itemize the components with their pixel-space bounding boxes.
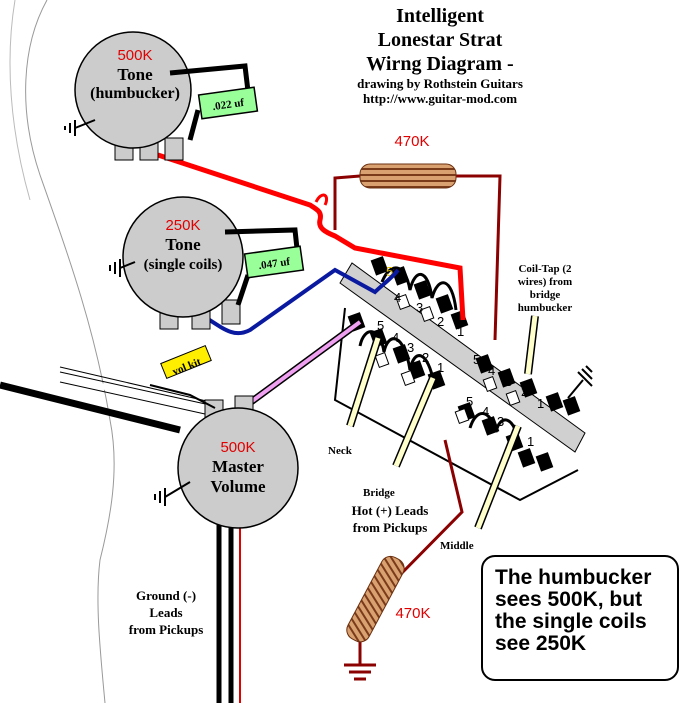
svg-text:bridge: bridge <box>530 289 561 301</box>
pink-wire <box>238 320 362 412</box>
resistor-top-label: 470K <box>394 133 429 150</box>
pickup-leads <box>346 315 539 530</box>
cap-022 <box>197 86 259 120</box>
ground-symbol-sc <box>109 259 136 277</box>
tone-humbucker-pot[interactable] <box>74 31 192 161</box>
tone-sc-sub: (single coils) <box>144 257 223 273</box>
svg-text:2: 2 <box>521 384 528 399</box>
resistor-bottom-lead-top <box>393 439 464 582</box>
ground-symbol-master <box>154 481 191 506</box>
cap-047 <box>243 245 305 279</box>
svg-text:4: 4 <box>392 330 399 345</box>
five-way-switch[interactable] <box>333 256 586 502</box>
output-ground-cable-edge <box>59 366 216 404</box>
tone-sc-value: 250K <box>165 217 200 234</box>
resistor-top-lead-right <box>455 174 502 341</box>
ground-symbol-hb <box>64 119 96 136</box>
master-name1: Master <box>212 457 264 476</box>
neck-label: Neck <box>328 445 353 457</box>
switch-marker: 5 <box>386 264 393 279</box>
svg-text:Hot (+) Leads: Hot (+) Leads <box>352 503 429 518</box>
title-line3: Wirng Diagram - <box>366 53 513 75</box>
svg-text:3: 3 <box>505 374 512 389</box>
pickguard-edge <box>9 0 31 201</box>
note-line-1: The humbucker <box>495 566 652 589</box>
resistor-top-lead-left <box>333 174 361 230</box>
svg-text:1: 1 <box>537 396 544 411</box>
bridge-label: Bridge <box>363 487 395 499</box>
blue-wire <box>203 267 400 336</box>
tone-single-coils-pot[interactable] <box>122 196 244 330</box>
resistor-bottom-label: 470K <box>395 605 430 622</box>
output-ground-cable <box>59 374 211 413</box>
svg-text:5: 5 <box>473 352 480 367</box>
svg-text:Coil-Tap (2: Coil-Tap (2 <box>518 263 572 275</box>
cap-047-wire-bottom <box>235 274 251 306</box>
middle-label: Middle <box>440 540 474 552</box>
switch-numbers: 4 3 2 1 5 4 3 2 1 5 4 3 2 1 5 4 3 2 1 5 <box>377 264 544 449</box>
svg-text:2: 2 <box>422 350 429 365</box>
svg-text:1: 1 <box>457 324 464 339</box>
tone-hb-value: 500K <box>117 47 152 64</box>
coil-tap-label: Coil-Tap (2 wires) from bridge humbucker <box>518 263 573 314</box>
ground-symbol-bottom <box>344 663 376 681</box>
svg-text:3: 3 <box>407 340 414 355</box>
resistor-top <box>359 163 457 189</box>
svg-text:Leads: Leads <box>149 605 182 620</box>
title-url: http://www.guitar-mod.com <box>363 91 517 106</box>
note-box: The humbucker sees 500K, but the single … <box>481 555 679 681</box>
tone-hb-sub: (humbucker) <box>90 85 180 102</box>
red-hot-wire <box>157 152 466 321</box>
svg-text:1: 1 <box>527 434 534 449</box>
svg-text:3: 3 <box>416 300 423 315</box>
svg-text:4: 4 <box>394 290 401 305</box>
diagram-title: Intelligent Lonestar Strat Wirng Diagram… <box>357 5 523 106</box>
svg-text:3: 3 <box>497 414 504 429</box>
ground-leads-label: Ground (-) Leads from Pickups <box>129 588 204 637</box>
svg-text:2: 2 <box>437 314 444 329</box>
cap-022-label: .022 uf <box>212 97 245 113</box>
svg-text:4: 4 <box>482 404 489 419</box>
svg-text:1: 1 <box>437 360 444 375</box>
tone-hb-name: Tone <box>117 65 153 84</box>
output-hot-cable <box>0 381 181 434</box>
output-ground-cable-edge2 <box>59 381 206 415</box>
svg-text:5: 5 <box>466 394 473 409</box>
svg-text:from Pickups: from Pickups <box>129 622 204 637</box>
svg-text:4: 4 <box>488 363 495 378</box>
hot-leads-label: Hot (+) Leads from Pickups <box>352 503 429 535</box>
svg-text:from Pickups: from Pickups <box>353 520 428 535</box>
red-wire-hop <box>314 193 329 206</box>
cap-047-label: .047 uf <box>258 256 291 272</box>
note-line-3: the single coils <box>495 610 647 633</box>
cap-022-wire-bottom <box>187 109 201 141</box>
svg-text:Ground (-): Ground (-) <box>136 588 196 603</box>
master-name2: Volume <box>210 477 266 496</box>
svg-text:5: 5 <box>377 318 384 333</box>
title-credit: drawing by Rothstein Guitars <box>357 76 523 91</box>
svg-text:wires) from: wires) from <box>518 276 572 288</box>
note-line-4: see 250K <box>495 632 587 655</box>
ground-symbol-switch <box>567 365 593 399</box>
tone-sc-name: Tone <box>165 235 201 254</box>
svg-text:humbucker: humbucker <box>518 302 573 314</box>
note-line-2: sees 500K, but <box>495 588 643 611</box>
master-value: 500K <box>220 439 255 456</box>
title-line2: Lonestar Strat <box>378 29 503 51</box>
title-line1: Intelligent <box>396 5 484 27</box>
resistor-bottom <box>346 555 405 643</box>
